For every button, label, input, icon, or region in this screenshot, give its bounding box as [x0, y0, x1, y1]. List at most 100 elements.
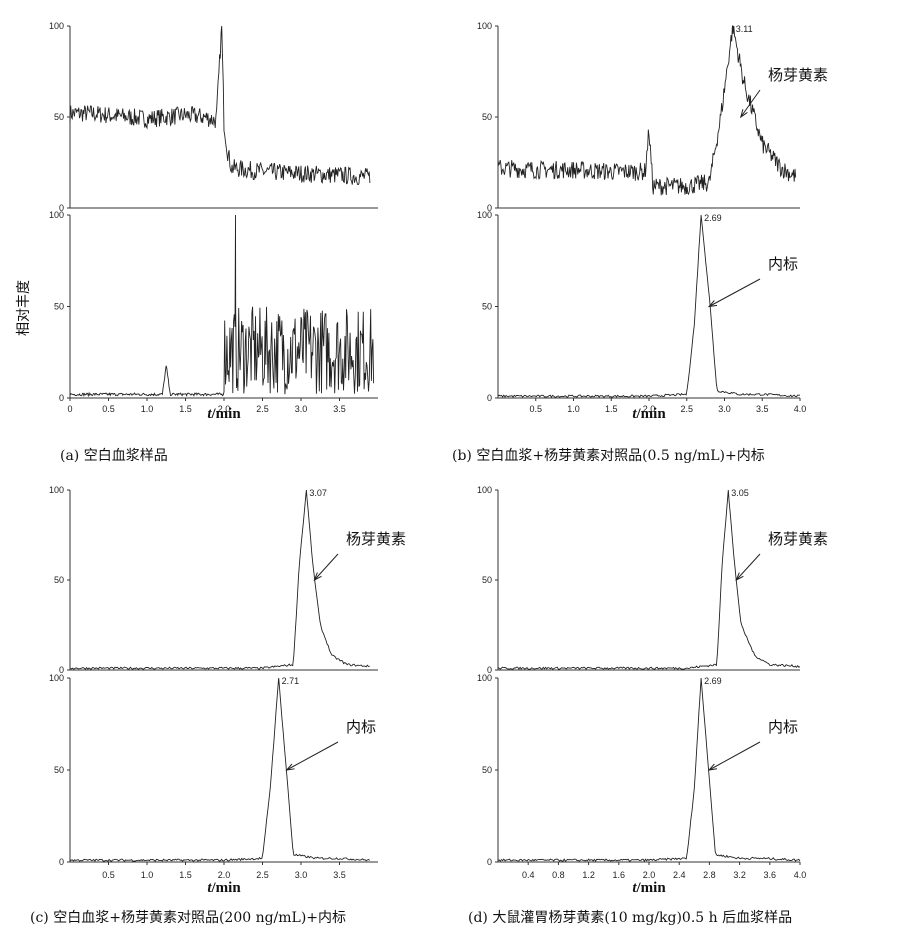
y-tick-label: 0 — [59, 203, 64, 213]
x-tick-label: 1.2 — [582, 870, 595, 880]
x-axis-label-unit: /min — [635, 406, 666, 422]
annotation-label: 内标 — [346, 718, 376, 736]
chart-b: 0 50 100 3.11 杨芽黄素 0 50 100 2.69 内标 0.5 1.0 1.5 2.0 2.… — [452, 21, 828, 464]
x-tick-label: 1.5 — [179, 870, 192, 880]
annotation-arrow — [735, 553, 761, 581]
annotation-label: 杨芽黄素 — [768, 66, 828, 84]
x-axis-label: t/min — [632, 406, 666, 422]
x-axis-label: t/min — [207, 880, 241, 896]
y-axis-label: 相对丰度 — [16, 280, 32, 336]
x-axis-label-unit: /min — [210, 880, 241, 896]
annotation-label: 杨芽黄素 — [346, 530, 406, 548]
arrow-head — [285, 763, 295, 771]
peak-label: 3.05 — [731, 488, 749, 498]
y-tick-label: 50 — [54, 302, 64, 312]
x-tick-label: 1.6 — [613, 870, 626, 880]
x-tick-label: 1.5 — [605, 404, 618, 414]
y-tick-label: 50 — [54, 765, 64, 775]
x-tick-label: 3.5 — [333, 870, 346, 880]
peak-label: 2.69 — [704, 676, 722, 686]
annotation-arrow — [740, 89, 761, 118]
series-line — [497, 214, 801, 399]
x-tick-label: 4.0 — [794, 870, 807, 880]
y-tick-label: 100 — [477, 21, 492, 31]
x-tick-label: 0 — [67, 404, 72, 414]
x-tick-label: 2.0 — [218, 870, 231, 880]
x-tick-label: 0.4 — [522, 870, 535, 880]
series-line — [69, 214, 375, 398]
peak-label: 3.11 — [736, 24, 753, 34]
y-tick-label: 100 — [49, 210, 64, 220]
y-tick-label: 100 — [477, 673, 492, 683]
series-line — [497, 489, 801, 671]
peak-label: 2.71 — [282, 676, 300, 686]
x-axis-label-italic: t — [207, 406, 212, 422]
y-tick-label: 50 — [482, 302, 492, 312]
x-axis-label-italic: t — [632, 880, 637, 896]
x-tick-label: 2.5 — [256, 870, 269, 880]
chart-caption: (a) 空白血浆样品 — [60, 448, 168, 464]
y-tick-label: 50 — [482, 575, 492, 585]
x-tick-label: 1.0 — [141, 870, 154, 880]
x-tick-label: 3.2 — [733, 870, 746, 880]
y-tick-label: 100 — [477, 485, 492, 495]
x-tick-label: 0.5 — [102, 404, 115, 414]
arrow-head — [707, 763, 718, 771]
y-tick-label: 100 — [49, 673, 64, 683]
chart-caption: (c) 空白血浆+杨芽黄素对照品(200 ng/mL)+内标 — [30, 909, 346, 926]
chart-caption: (d) 大鼠灌胃杨芽黄素(10 mg/kg)0.5 h 后血浆样品 — [468, 909, 792, 926]
arrow-head — [735, 572, 744, 582]
x-axis-label-unit: /min — [210, 406, 241, 422]
y-tick-label: 0 — [487, 665, 492, 675]
y-tick-label: 50 — [482, 112, 492, 122]
annotation-label: 内标 — [768, 255, 798, 273]
y-tick-label: 50 — [482, 765, 492, 775]
x-tick-label: 2.0 — [643, 404, 656, 414]
x-tick-label: 1.0 — [141, 404, 154, 414]
y-tick-label: 100 — [49, 485, 64, 495]
y-tick-label: 0 — [487, 203, 492, 213]
y-tick-label: 0 — [59, 857, 64, 867]
x-tick-label: 0.5 — [529, 404, 542, 414]
y-tick-label: 0 — [487, 393, 492, 403]
y-tick-label: 100 — [477, 210, 492, 220]
series-line — [69, 489, 370, 670]
annotation-arrow — [286, 741, 339, 771]
annotation-arrow — [708, 741, 761, 771]
peak-label: 3.07 — [309, 488, 327, 498]
series-line — [69, 25, 371, 186]
x-tick-label: 3.0 — [295, 404, 308, 414]
x-tick-label: 2.8 — [703, 870, 716, 880]
annotation-label: 内标 — [768, 718, 798, 736]
chart-c: 0 50 100 3.07 杨芽黄素 0 50 100 2.71 内标 0.5 1.0 1.5 2.0 2.… — [30, 485, 406, 926]
peak-label: 2.69 — [704, 213, 722, 223]
x-tick-label: 3.0 — [718, 404, 731, 414]
y-tick-label: 0 — [59, 665, 64, 675]
x-tick-label: 2.0 — [643, 870, 656, 880]
series-line — [69, 677, 370, 862]
y-tick-label: 50 — [54, 112, 64, 122]
series-line — [497, 677, 801, 863]
x-tick-label: 4.0 — [794, 404, 807, 414]
annotation-arrow — [708, 278, 761, 307]
chart-caption: (b) 空白血浆+杨芽黄素对照品(0.5 ng/mL)+内标 — [452, 447, 765, 464]
x-tick-label: 2.5 — [256, 404, 269, 414]
x-tick-label: 3.5 — [756, 404, 769, 414]
y-tick-label: 50 — [54, 575, 64, 585]
annotation-arrow — [314, 553, 339, 581]
x-axis-label-italic: t — [207, 880, 212, 896]
x-tick-label: 2.0 — [218, 404, 231, 414]
x-axis-label-italic: t — [632, 406, 637, 422]
x-tick-label: 3.5 — [333, 404, 346, 414]
x-tick-label: 1.5 — [179, 404, 192, 414]
arrow-head — [313, 572, 322, 582]
x-tick-label: 3.6 — [764, 870, 777, 880]
series-line — [497, 25, 797, 196]
arrow-head — [739, 109, 748, 119]
y-tick-label: 100 — [49, 21, 64, 31]
x-axis-label-unit: /min — [635, 880, 666, 896]
x-tick-label: 1.0 — [567, 404, 580, 414]
x-tick-label: 2.5 — [680, 404, 693, 414]
